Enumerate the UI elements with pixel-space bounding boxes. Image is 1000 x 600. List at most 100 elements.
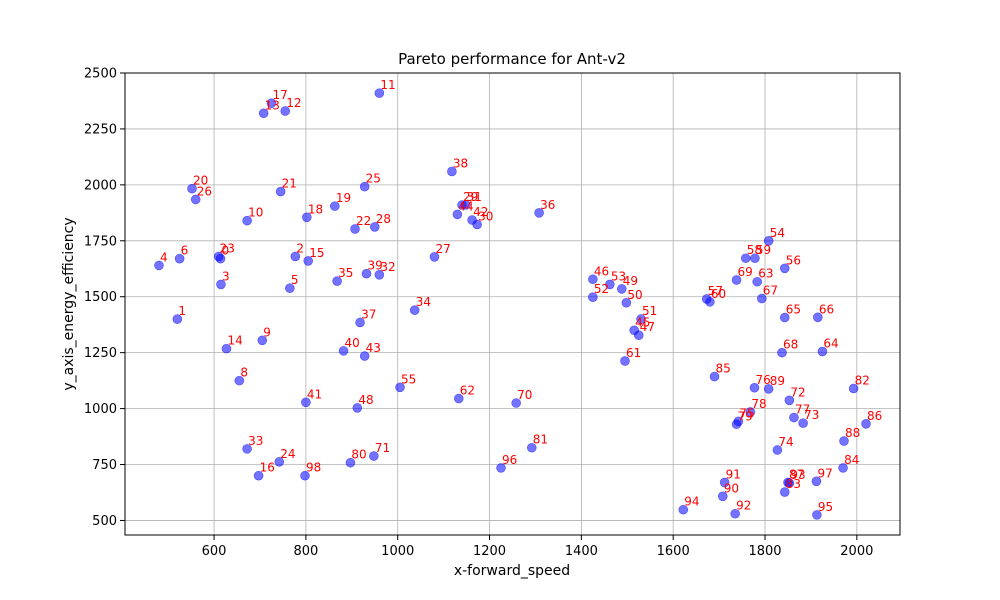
data-point	[588, 274, 598, 285]
data-point-label: 98	[306, 461, 321, 475]
data-point	[784, 395, 795, 406]
x-tick-label: 1400	[565, 544, 598, 559]
y-tick-label: 1000	[84, 402, 117, 417]
data-point	[526, 442, 537, 453]
data-point-label: 40	[345, 336, 360, 350]
data-point	[678, 504, 689, 515]
data-point-label: 46	[594, 264, 609, 278]
data-point-label: 38	[453, 156, 468, 170]
data-point	[812, 510, 822, 520]
data-point	[213, 251, 224, 262]
data-point	[730, 508, 740, 519]
data-point-label: 15	[309, 246, 324, 260]
data-point	[460, 200, 471, 210]
data-point-label: 70	[517, 388, 532, 402]
data-point-label: 2	[296, 241, 304, 255]
data-point-label: 83	[786, 477, 801, 491]
data-point	[817, 346, 828, 357]
data-points	[154, 88, 871, 520]
y-tick-label: 500	[92, 514, 117, 529]
data-point-label: 11	[380, 78, 395, 92]
data-point	[258, 108, 269, 119]
data-point-label: 55	[401, 372, 416, 386]
data-point	[374, 88, 385, 98]
data-point	[280, 106, 291, 116]
y-tick-label: 2500	[84, 67, 117, 82]
data-point	[374, 270, 385, 280]
chart-title: Pareto performance for Ant-v2	[398, 50, 626, 68]
data-point	[763, 235, 774, 246]
data-point	[453, 393, 464, 404]
y-tick-label: 1500	[84, 290, 117, 305]
data-point-label: 23	[220, 241, 235, 255]
data-point-label: 9	[263, 325, 271, 339]
data-point	[749, 382, 760, 393]
data-point-label: 91	[726, 467, 741, 481]
data-point-label: 22	[356, 214, 371, 228]
data-point-label: 26	[197, 184, 212, 198]
data-point-label: 3	[222, 269, 230, 283]
data-point	[779, 312, 790, 323]
data-point-label: 63	[758, 267, 773, 281]
data-point	[636, 314, 646, 324]
data-point-label: 20	[193, 174, 208, 188]
data-point-label: 39	[367, 259, 382, 273]
data-point-label: 89	[770, 374, 785, 388]
data-point-label: 90	[724, 481, 739, 495]
data-point	[496, 463, 506, 473]
x-tick-label: 1200	[473, 544, 506, 559]
data-point	[352, 403, 363, 413]
data-point	[752, 276, 763, 287]
data-point-label: 0	[221, 244, 229, 258]
y-tick-label: 2250	[84, 122, 117, 137]
data-point	[763, 384, 774, 394]
data-point	[359, 181, 370, 192]
data-point-label: 92	[736, 499, 751, 513]
data-point	[789, 412, 799, 423]
data-point-label: 86	[867, 409, 882, 423]
data-point-label: 50	[627, 288, 642, 302]
data-point	[719, 477, 730, 488]
plot-area-frame	[124, 72, 901, 536]
data-point-label: 68	[783, 338, 798, 352]
data-point-label: 47	[640, 320, 655, 334]
data-point-label: 36	[540, 198, 555, 212]
y-tick-label: 1750	[84, 234, 117, 249]
data-point-label: 28	[376, 212, 391, 226]
data-point	[731, 275, 742, 285]
data-point-label: 57	[708, 284, 723, 298]
data-point-label: 73	[804, 408, 819, 422]
data-point	[813, 312, 823, 323]
data-point-label: 53	[611, 269, 626, 283]
data-point-label: 33	[248, 434, 263, 448]
data-point-label: 71	[375, 441, 390, 455]
x-tick-label: 1000	[381, 544, 414, 559]
data-point	[266, 98, 277, 109]
data-point	[301, 397, 311, 408]
data-point-label: 12	[286, 96, 301, 110]
data-point	[633, 330, 644, 341]
data-point	[290, 251, 301, 262]
data-point	[447, 166, 457, 177]
data-point	[361, 268, 372, 279]
y-axis-ticks: 500 750 1000 1250 1500 1750 2000 2250 2500	[84, 67, 125, 529]
data-point	[302, 212, 312, 223]
data-point-label: 60	[711, 287, 726, 301]
y-tick-label: 750	[92, 458, 117, 473]
data-point	[174, 253, 185, 264]
data-point	[172, 314, 183, 324]
data-point-label: 95	[818, 500, 833, 514]
data-point	[777, 347, 787, 358]
data-point-label: 84	[844, 453, 859, 467]
data-point-label: 75	[739, 406, 754, 420]
data-point	[234, 375, 245, 386]
data-point	[467, 215, 477, 225]
data-point	[395, 382, 405, 393]
data-point-label: 82	[855, 373, 870, 387]
data-point	[359, 351, 370, 361]
data-point	[616, 284, 627, 294]
data-point	[242, 444, 252, 454]
data-point	[303, 256, 313, 266]
data-point-label: 62	[460, 384, 475, 398]
